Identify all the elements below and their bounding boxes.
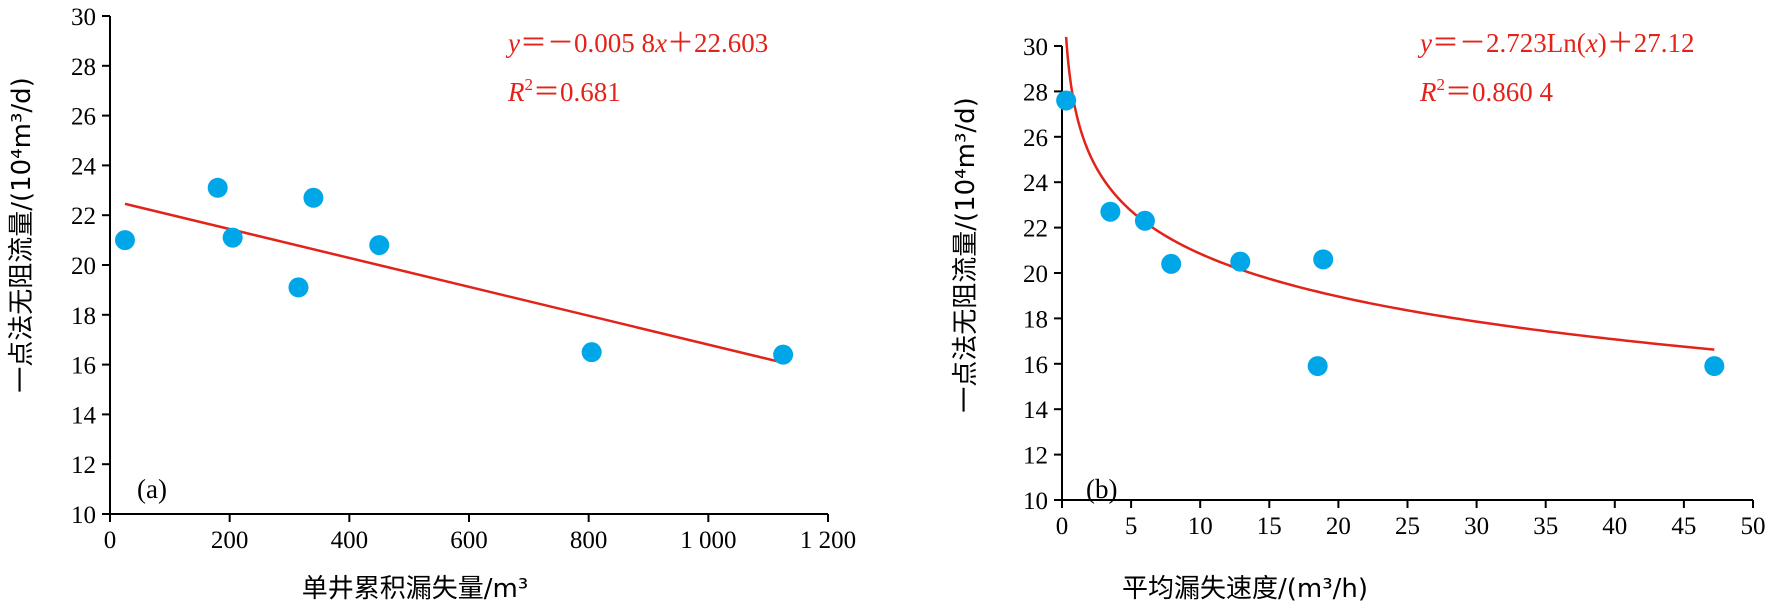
chart-b-ytick-label: 16	[1023, 352, 1048, 379]
chart-b-xtick-label: 20	[1326, 513, 1351, 540]
chart-b-ytick-label: 26	[1023, 125, 1048, 152]
chart-a-ytick-label: 16	[71, 353, 96, 380]
chart-a-point	[773, 344, 794, 365]
chart-b-axes	[1061, 46, 1753, 501]
chart-a-point	[114, 230, 135, 251]
chart-b-xtick-label: 35	[1533, 513, 1558, 540]
chart-b-ylabel: 一点法无阻流量/(10⁴m³/d)	[951, 97, 981, 413]
chart-b-xtick-label: 5	[1125, 513, 1138, 540]
chart-a-point	[288, 277, 309, 298]
chart-b-ytick-label: 10	[1023, 488, 1048, 515]
chart-a-xtick-label: 1 000	[680, 527, 736, 554]
chart-b-ytick-label: 28	[1023, 79, 1048, 106]
chart-a-ytick-label: 30	[71, 4, 96, 31]
chart-b-point	[1134, 210, 1155, 231]
chart-b-xtick-label: 10	[1188, 513, 1213, 540]
chart-b-xtick-label: 25	[1395, 513, 1420, 540]
chart-a-xtick-label: 800	[570, 527, 608, 554]
chart-b-point	[1100, 201, 1121, 222]
chart-a-xtick-label: 0	[104, 527, 117, 554]
chart-b-ytick-label: 20	[1023, 261, 1048, 288]
chart-a-xtick-label: 200	[211, 527, 249, 554]
chart-a-equation: y＝－0.005 8x＋22.603	[505, 28, 768, 58]
chart-b-ytick-label: 30	[1023, 34, 1048, 61]
chart-b-point	[1230, 251, 1251, 272]
chart-b-point	[1056, 90, 1077, 111]
chart-b-xtick-label: 15	[1257, 513, 1282, 540]
chart-a-ytick-label: 28	[71, 54, 96, 81]
chart-a-ytick-label: 20	[71, 253, 96, 280]
chart-b-point	[1161, 253, 1182, 274]
chart-b-equation: y＝－2.723Ln(x)＋27.12	[1417, 28, 1694, 58]
chart-a: 单井累积漏失量/m³ 一点法无阻流量/(10⁴m³/d) (a) y＝－0.00…	[7, 4, 856, 604]
chart-a-xtick-label: 1 200	[800, 527, 856, 554]
chart-a-ylabel: 一点法无阻流量/(10⁴m³/d)	[7, 77, 37, 393]
chart-b-ytick-label: 24	[1023, 170, 1049, 197]
chart-a-point	[581, 342, 602, 363]
chart-a-ytick-label: 12	[71, 452, 96, 479]
chart-a-fit-line	[124, 202, 784, 364]
chart-a-point	[207, 177, 228, 198]
chart-b: 平均漏失速度/(m³/h) 一点法无阻流量/(10⁴m³/d) (b) y＝－2…	[951, 28, 1766, 604]
chart-b-point	[1704, 356, 1725, 377]
chart-b-xtick-label: 0	[1056, 513, 1069, 540]
chart-b-xtick-label: 45	[1671, 513, 1696, 540]
chart-b-point	[1313, 249, 1334, 270]
chart-a-ytick-label: 10	[71, 502, 96, 529]
chart-a-ytick-label: 22	[71, 203, 96, 230]
chart-b-ytick-label: 18	[1023, 306, 1048, 333]
chart-b-xtick-label: 50	[1741, 513, 1766, 540]
chart-a-point	[222, 227, 243, 248]
chart-a-point	[303, 187, 324, 208]
chart-a-xtick-label: 400	[331, 527, 369, 554]
chart-a-xtick-label: 600	[450, 527, 488, 554]
chart-b-r-squared: R2＝0.860 4	[1419, 75, 1554, 107]
chart-a-r-squared: R2＝0.681	[507, 75, 621, 107]
chart-a-axes	[109, 16, 828, 515]
chart-b-xtick-label: 40	[1602, 513, 1627, 540]
chart-a-ytick-label: 26	[71, 104, 96, 131]
chart-a-xlabel: 单井累积漏失量/m³	[302, 574, 529, 604]
chart-b-ytick-label: 14	[1023, 397, 1049, 424]
chart-b-xlabel: 平均漏失速度/(m³/h)	[1122, 574, 1368, 604]
chart-b-xtick-label: 30	[1464, 513, 1489, 540]
chart-b-ytick-label: 12	[1023, 443, 1048, 470]
chart-b-ytick-label: 22	[1023, 216, 1048, 243]
chart-a-ytick-label: 24	[71, 153, 97, 180]
chart-a-panel-label: (a)	[137, 474, 167, 504]
chart-a-ytick-label: 18	[71, 303, 96, 330]
chart-b-fit-line	[1064, 36, 1715, 351]
chart-a-point	[369, 235, 390, 256]
chart-a-ytick-label: 14	[71, 402, 97, 429]
chart-b-point	[1307, 356, 1328, 377]
